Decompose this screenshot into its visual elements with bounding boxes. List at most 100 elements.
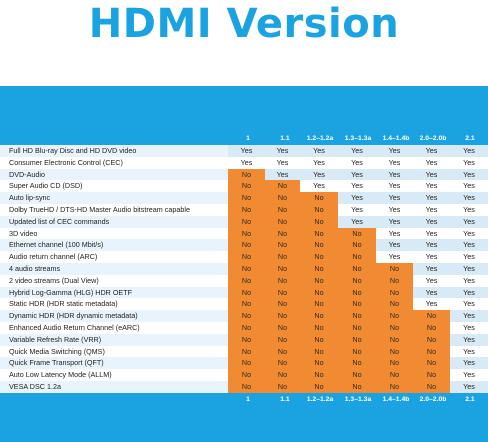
row-label-background [0,357,228,370]
support-no-cell: No [338,380,376,393]
table-row: Full HD Blu-ray Disc and HD DVD video Yes… [0,145,488,157]
table-row: Auto Low Latency Mode (ALLM) No No No No No No… [0,369,488,381]
row-label-background [0,369,228,381]
footer-version-0: 1 [246,395,250,403]
support-yes-cell: Yes [450,321,488,334]
support-yes-cell: Yes [376,251,413,263]
support-no-cell: No [228,298,265,311]
support-yes-cell: Yes [450,380,488,393]
support-no-cell: No [265,298,300,311]
support-yes-cell: Yes [338,180,376,193]
support-yes-cell: Yes [300,145,338,157]
table-row: Consumer Electronic Control (CEC) Yes Yes Y… [0,156,488,169]
row-label-background [0,203,228,216]
support-no-cell: No [338,239,376,252]
row-label-background [0,215,228,228]
feature-name: Quick Frame Transport (QFT) [9,358,104,368]
support-no-cell: No [338,262,376,275]
support-yes-cell: Yes [413,145,450,157]
support-no-cell: No [300,298,338,311]
version-header-row: 1 1.1 1.2–1.2a 1.3–1.3a 1.4–1.4b 2.0–2.0b 2.1 [0,132,488,145]
support-yes-cell: Yes [450,357,488,370]
support-yes-cell: Yes [338,145,376,157]
table-row: Updated list of CEC commands No No No Yes Yes… [0,215,488,228]
table-row: 3D video No No No No Yes Yes Yes [0,227,488,240]
support-yes-cell: Yes [450,215,488,228]
feature-name: Quick Media Switching (QMS) [9,346,105,356]
support-no-cell: No [228,168,265,181]
support-no-cell: No [338,369,376,381]
support-yes-cell: Yes [450,369,488,381]
row-label-background [0,251,228,263]
support-no-cell: No [265,321,300,334]
support-yes-cell: Yes [450,227,488,240]
support-no-cell: No [228,345,265,358]
support-no-cell: No [300,345,338,358]
support-yes-cell: Yes [413,180,450,193]
support-yes-cell: Yes [265,156,300,169]
support-no-cell: No [228,180,265,193]
support-no-cell: No [265,251,300,263]
support-no-cell: No [265,345,300,358]
row-label-background [0,286,228,299]
support-yes-cell: Yes [228,156,265,169]
support-no-cell: No [300,321,338,334]
support-yes-cell: Yes [338,156,376,169]
footer-version-6: 2.1 [465,395,475,403]
row-label-background [0,156,228,169]
support-no-cell: No [376,333,413,346]
support-yes-cell: Yes [413,298,450,311]
support-no-cell: No [265,286,300,299]
support-no-cell: No [265,227,300,240]
feature-name: Enhanced Audio Return Channel (eARC) [9,322,140,332]
feature-name: Consumer Electronic Control (CEC) [9,157,123,167]
support-yes-cell: Yes [376,145,413,157]
support-yes-cell: Yes [376,192,413,204]
header-version-5: 2.0–2.0b [419,135,447,142]
table-row: Dolby TrueHD / DTS-HD Master Audio bitst… [0,203,488,216]
footer-version-4: 1.4–1.4b [382,395,410,403]
feature-name: Ethernet channel (100 Mbit/s) [9,240,104,250]
row-label-background [0,274,228,287]
support-yes-cell: Yes [450,345,488,358]
support-no-cell: No [300,380,338,393]
support-no-cell: No [228,192,265,204]
row-label-background [0,298,228,311]
feature-name: Dynamic HDR (HDR dynamic metadata) [9,311,138,321]
header-version-3: 1.3–1.3a [344,135,372,142]
support-yes-cell: Yes [450,156,488,169]
feature-name: DVD-Audio [9,169,45,179]
support-no-cell: No [376,298,413,311]
feature-name: Auto Low Latency Mode (ALLM) [9,370,112,380]
page-title: HDMI Version [88,1,400,47]
support-no-cell: No [413,321,450,334]
support-no-cell: No [265,369,300,381]
support-yes-cell: Yes [376,227,413,240]
support-no-cell: No [265,192,300,204]
support-yes-cell: Yes [376,156,413,169]
support-no-cell: No [338,227,376,240]
feature-name: 3D video [9,228,38,238]
support-no-cell: No [376,286,413,299]
support-no-cell: No [300,369,338,381]
support-no-cell: No [376,345,413,358]
support-yes-cell: Yes [413,192,450,204]
support-no-cell: No [265,239,300,252]
support-no-cell: No [228,227,265,240]
support-no-cell: No [300,357,338,370]
feature-name: Super Audio CD (DSD) [9,181,83,191]
row-label-background [0,310,228,322]
table-row: Quick Media Switching (QMS) No No No No No No Y… [0,345,488,358]
support-no-cell: No [300,251,338,263]
support-no-cell: No [338,298,376,311]
support-no-cell: No [265,333,300,346]
support-yes-cell: Yes [450,192,488,204]
feature-name: VESA DSC 1.2a [9,381,61,391]
version-footer-row: 1 1.1 1.2–1.2a 1.3–1.3a 1.4–1.4b 2.0–2.0b 2.1 [0,393,488,406]
support-yes-cell: Yes [413,251,450,263]
support-yes-cell: Yes [300,156,338,169]
footer-version-2: 1.2–1.2a [306,395,334,403]
support-no-cell: No [265,380,300,393]
support-no-cell: No [300,227,338,240]
support-yes-cell: Yes [413,274,450,287]
